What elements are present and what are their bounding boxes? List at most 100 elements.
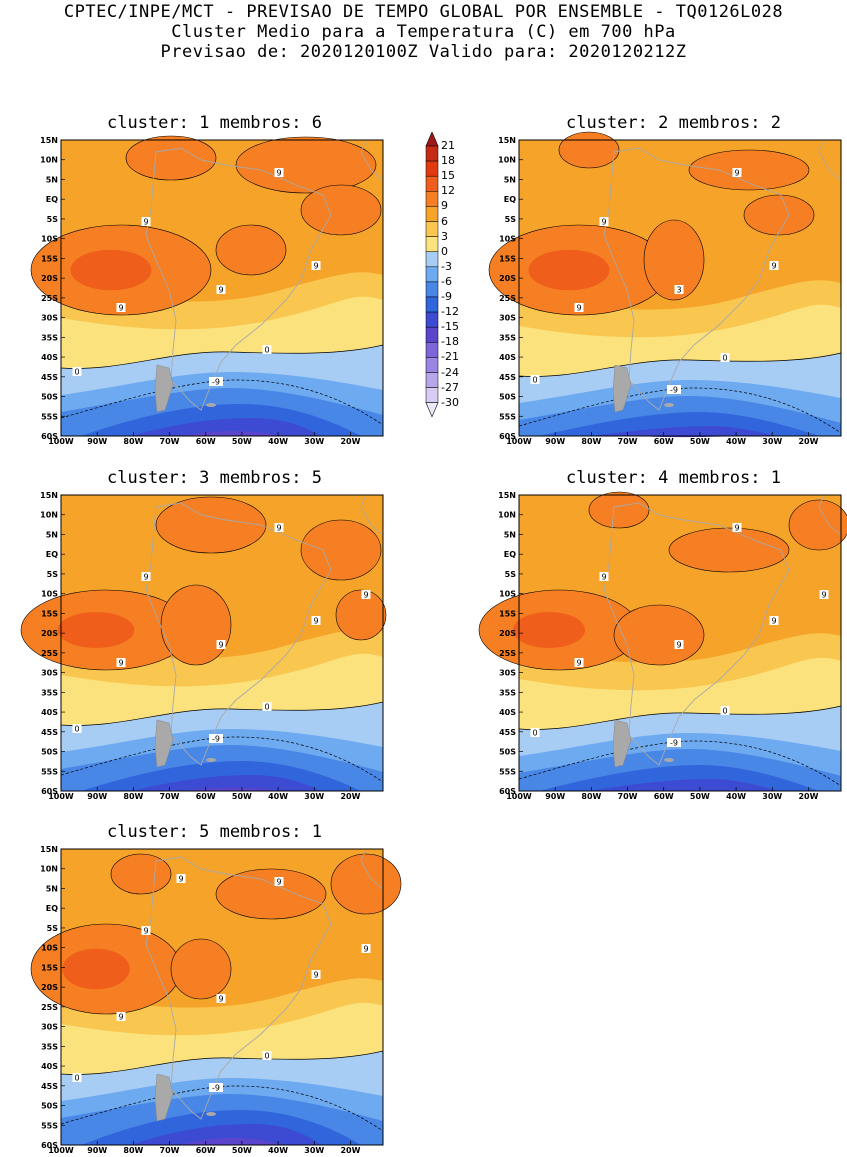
lon-label: 90W — [545, 792, 565, 801]
colorbar-label: -21 — [441, 350, 459, 364]
lat-label: 10S — [499, 590, 516, 599]
colorbar-bin — [425, 311, 439, 328]
lon-label: 80W — [123, 792, 143, 801]
contour-label-bg — [732, 523, 742, 532]
lat-label: 5S — [505, 570, 517, 579]
lat-label: 30S — [41, 314, 58, 323]
lon-label: 100W — [48, 437, 74, 446]
contour-label-bg — [530, 728, 540, 737]
warm-core-12 — [57, 612, 135, 648]
lat-label: EQ — [504, 195, 516, 204]
lat-label: 30S — [499, 669, 516, 678]
lon-label: 70W — [160, 1146, 180, 1155]
colorbar-bin — [425, 342, 439, 358]
lat-label: 50S — [41, 1102, 58, 1111]
contour-label-bg — [216, 994, 226, 1003]
lat-label: 5N — [46, 884, 58, 893]
contour-neg9 — [60, 1085, 384, 1132]
lon-label: 70W — [618, 792, 638, 801]
contour-label-bg — [216, 640, 226, 649]
warm-blob-9 — [558, 131, 620, 169]
contour-label: 9 — [576, 304, 581, 313]
contour-label: 0 — [264, 1052, 269, 1061]
lat-label: 60S — [41, 1141, 58, 1150]
lat-label: 15N — [498, 136, 516, 145]
coastline — [145, 856, 332, 1120]
field-band-neg15 — [131, 418, 321, 436]
contour-label-bg — [176, 874, 186, 883]
lon-label: 40W — [268, 437, 288, 446]
lon-label: 80W — [123, 437, 143, 446]
lon-label: 70W — [160, 792, 180, 801]
header-line-2: Cluster Medio para a Temperatura (C) em … — [171, 22, 676, 42]
map-frame — [518, 494, 842, 792]
lat-label: 20S — [499, 274, 516, 283]
lat-label: 5N — [46, 175, 58, 184]
lon-label: 40W — [268, 792, 288, 801]
colorbar-bin — [425, 251, 439, 268]
warm-core-12 — [513, 612, 585, 648]
lon-label: 90W — [87, 792, 107, 801]
colorbar-label: 12 — [441, 184, 455, 198]
lat-label: 10N — [498, 156, 516, 165]
colorbar-bin — [425, 175, 439, 192]
colorbar-bin — [425, 160, 439, 177]
map-panel-cluster-5: 15N 10N 5N EQ 5S 10S 15S 20S 25S 30S 35S 40S 45S 50S 5… — [30, 845, 402, 1155]
lon-label: 20W — [340, 437, 360, 446]
contour-label: 9 — [601, 218, 606, 227]
field-band-neg15 — [131, 1124, 321, 1145]
contour-label: 9 — [118, 659, 123, 668]
contour-neg9 — [518, 387, 842, 434]
colorbar-label: 21 — [441, 139, 455, 152]
colorbar-label: -12 — [441, 305, 459, 319]
lat-label: 15N — [40, 845, 58, 854]
lat-label: 25S — [41, 1003, 58, 1012]
warm-blob-9 — [643, 219, 705, 301]
contour-label-bg — [209, 377, 223, 386]
contour-label: 9 — [734, 169, 739, 178]
lat-label: 25S — [41, 649, 58, 658]
lat-label: 40S — [41, 353, 58, 362]
lon-label: 90W — [87, 1146, 107, 1155]
contour-label: 0 — [722, 354, 727, 363]
falklands — [206, 1112, 216, 1116]
lon-label: 60W — [196, 437, 216, 446]
lat-label: EQ — [46, 550, 58, 559]
lat-label: 5N — [504, 175, 516, 184]
warm-blob-9 — [668, 527, 790, 573]
contour-label-bg — [361, 944, 371, 953]
contour-label-bg — [732, 168, 742, 177]
contour-label-bg — [674, 640, 684, 649]
lat-label: 45S — [41, 1082, 58, 1091]
patagonia-land — [612, 719, 632, 768]
lat-label: 60S — [499, 787, 516, 796]
colorbar-bin — [425, 236, 439, 252]
contour-0 — [60, 701, 384, 726]
lat-label: 35S — [499, 333, 516, 342]
contour-label: 9 — [218, 995, 223, 1004]
lat-label: 15S — [499, 254, 516, 263]
lat-label: 5S — [505, 215, 517, 224]
colorbar-label: -18 — [441, 335, 459, 349]
colorbar-arrow-top — [425, 132, 439, 147]
coastline — [145, 147, 332, 411]
contour-label-bg — [116, 658, 126, 667]
lon-label: 60W — [654, 792, 674, 801]
warm-core-12 — [528, 249, 610, 291]
lat-label: 15S — [499, 609, 516, 618]
lat-label: 10N — [40, 511, 58, 520]
lat-label: 55S — [499, 412, 516, 421]
contour-label: 9 — [363, 591, 368, 600]
lon-label: 70W — [618, 437, 638, 446]
map-frame — [60, 139, 384, 437]
lat-label: 35S — [41, 1042, 58, 1051]
lat-label: 40S — [41, 1062, 58, 1071]
colorbar-bin — [425, 191, 439, 207]
colorbar-bin — [425, 372, 439, 388]
lat-label: 30S — [41, 669, 58, 678]
lat-label: 55S — [41, 412, 58, 421]
lat-label: 35S — [41, 333, 58, 342]
warm-blob-9 — [160, 584, 232, 666]
patagonia-land — [154, 719, 174, 768]
contour-neg9 — [60, 379, 384, 426]
